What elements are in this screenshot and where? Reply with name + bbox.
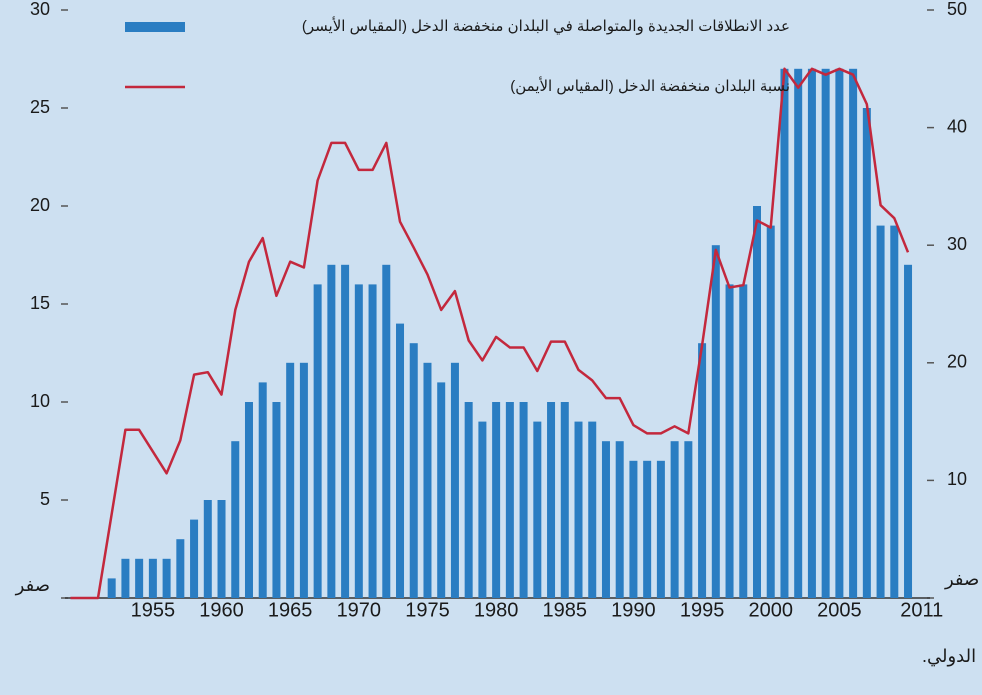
y2-tick-label: 10 bbox=[947, 469, 967, 489]
y2-tick-label: 20 bbox=[947, 352, 967, 372]
x-tick-label: 1970 bbox=[337, 599, 382, 621]
x-tick-label: 1995 bbox=[680, 599, 725, 621]
legend-swatch bbox=[125, 22, 185, 32]
bar bbox=[437, 382, 446, 598]
bar bbox=[464, 402, 473, 598]
y-tick-label: 20 bbox=[30, 195, 50, 215]
legend-label: عدد الانطلاقات الجديدة والمتواصلة في الب… bbox=[302, 16, 790, 36]
y2-tick-label: 50 bbox=[947, 0, 967, 19]
bar bbox=[519, 402, 528, 598]
bar bbox=[505, 402, 514, 598]
bar bbox=[753, 206, 761, 598]
bar bbox=[615, 441, 624, 598]
bar bbox=[574, 421, 583, 598]
bar bbox=[739, 284, 748, 598]
bar bbox=[794, 68, 803, 599]
bar bbox=[231, 441, 240, 598]
bar bbox=[643, 460, 652, 598]
bar bbox=[190, 519, 199, 598]
bar bbox=[382, 264, 391, 598]
source-note: المصدر: حسابات خبراء صندوق النقد الدولي. bbox=[922, 646, 982, 667]
bar bbox=[396, 323, 405, 598]
bar bbox=[478, 421, 487, 598]
bar bbox=[258, 382, 267, 598]
bar bbox=[148, 558, 157, 598]
bar bbox=[670, 441, 679, 598]
y-tick-label: 15 bbox=[30, 293, 50, 313]
bar bbox=[725, 284, 734, 598]
bar bbox=[601, 441, 610, 598]
bar bbox=[354, 284, 363, 598]
y-tick-label: صفر bbox=[15, 575, 50, 596]
bar bbox=[533, 421, 542, 598]
legend-label: نسبة البلدان منخفضة الدخل (المقياس الأيم… bbox=[510, 76, 790, 95]
y-tick-label: 25 bbox=[30, 97, 50, 117]
bar bbox=[711, 245, 720, 598]
bar bbox=[244, 402, 253, 598]
y-tick-label: 5 bbox=[40, 489, 50, 509]
bar bbox=[409, 343, 418, 598]
line bbox=[70, 67, 910, 600]
bar bbox=[698, 343, 707, 598]
bar bbox=[176, 539, 185, 598]
bar bbox=[313, 284, 322, 598]
bar bbox=[547, 402, 556, 598]
x-tick-label: 1955 bbox=[131, 599, 176, 621]
bar bbox=[849, 68, 858, 599]
bar bbox=[423, 362, 432, 598]
x-tick-label: 1990 bbox=[611, 599, 656, 621]
x-tick-label: 1965 bbox=[268, 599, 313, 621]
y2-tick-label: 40 bbox=[947, 116, 967, 136]
bar bbox=[368, 284, 377, 598]
x-tick-label: 1960 bbox=[199, 599, 244, 621]
bar bbox=[766, 225, 775, 598]
bar bbox=[560, 402, 569, 598]
bar bbox=[904, 264, 913, 598]
x-tick-label: 1975 bbox=[405, 599, 450, 621]
bar bbox=[327, 264, 336, 598]
bar bbox=[341, 264, 350, 598]
bar bbox=[629, 460, 638, 598]
bar bbox=[107, 578, 116, 598]
x-tick-label: 2011 bbox=[900, 599, 943, 621]
bar bbox=[780, 68, 789, 599]
bar bbox=[450, 362, 459, 598]
bar bbox=[807, 68, 816, 599]
bar bbox=[588, 421, 597, 598]
bar bbox=[162, 558, 171, 598]
y-tick-label: 30 bbox=[30, 0, 50, 19]
bar bbox=[272, 402, 281, 598]
x-tick-label: 1980 bbox=[474, 599, 519, 621]
y-tick-label: 10 bbox=[30, 391, 50, 411]
x-tick-label: 1985 bbox=[543, 599, 588, 621]
bar bbox=[835, 68, 844, 599]
bar bbox=[299, 362, 308, 598]
bar bbox=[876, 225, 885, 598]
y2-tick-label: صفر bbox=[944, 569, 979, 590]
bar bbox=[203, 500, 212, 598]
bar bbox=[492, 402, 501, 598]
x-tick-label: 2005 bbox=[817, 599, 862, 621]
bar bbox=[217, 500, 226, 598]
bar bbox=[286, 362, 295, 598]
bar bbox=[684, 441, 693, 598]
bar bbox=[135, 558, 144, 598]
x-tick-label: 2000 bbox=[748, 599, 793, 621]
bar bbox=[890, 225, 899, 598]
bar bbox=[821, 68, 830, 599]
bar bbox=[121, 558, 130, 598]
y2-tick-label: 30 bbox=[947, 234, 967, 254]
bar bbox=[656, 460, 665, 598]
bar bbox=[862, 108, 871, 598]
